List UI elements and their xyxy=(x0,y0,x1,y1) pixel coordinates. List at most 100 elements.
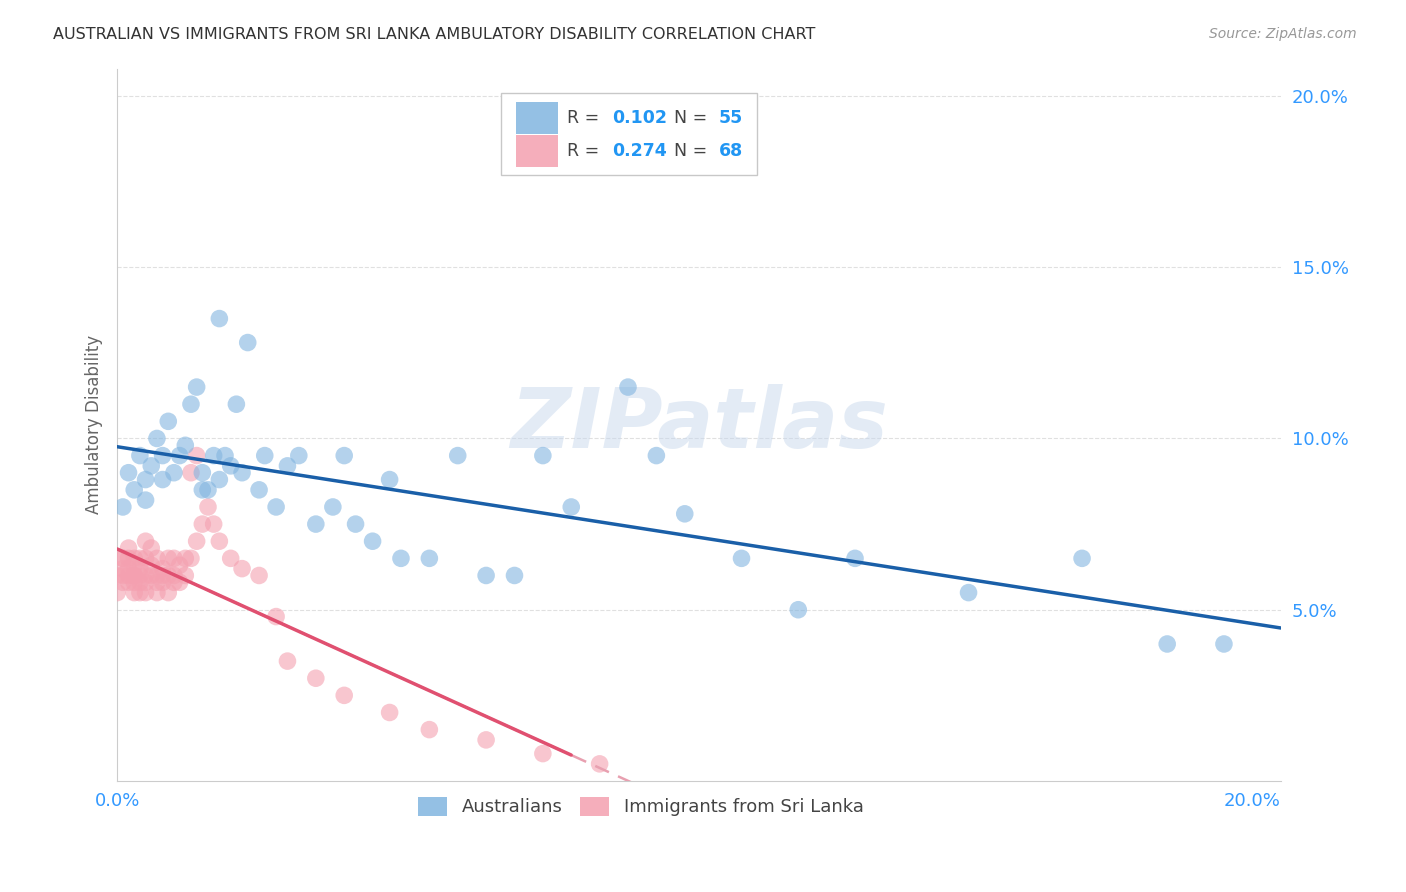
Point xyxy=(645,449,668,463)
Point xyxy=(111,551,134,566)
Point xyxy=(1156,637,1178,651)
Point xyxy=(253,449,276,463)
Point xyxy=(361,534,384,549)
Point xyxy=(157,551,180,566)
Point xyxy=(344,517,367,532)
Point xyxy=(135,551,157,566)
Point xyxy=(202,449,225,463)
Point xyxy=(157,568,180,582)
Point xyxy=(117,568,139,582)
Point xyxy=(231,561,253,575)
Point xyxy=(169,575,191,590)
Point xyxy=(588,756,610,771)
Point xyxy=(157,585,180,599)
Point xyxy=(135,568,157,582)
Point xyxy=(128,568,150,582)
Legend: Australians, Immigrants from Sri Lanka: Australians, Immigrants from Sri Lanka xyxy=(409,788,873,825)
Point xyxy=(1071,551,1094,566)
Point xyxy=(117,561,139,575)
Point xyxy=(208,311,231,326)
Point xyxy=(378,473,401,487)
Point xyxy=(163,466,186,480)
Point xyxy=(305,671,328,685)
Point xyxy=(231,466,253,480)
Point xyxy=(111,561,134,575)
Point xyxy=(214,449,236,463)
Point xyxy=(276,458,298,473)
Point xyxy=(673,507,696,521)
Point xyxy=(122,483,145,497)
Point xyxy=(152,473,174,487)
Point xyxy=(152,561,174,575)
Point xyxy=(418,723,440,737)
Point xyxy=(117,541,139,555)
Point xyxy=(186,534,208,549)
Point xyxy=(105,585,128,599)
Point xyxy=(276,654,298,668)
Point xyxy=(122,568,145,582)
Point xyxy=(844,551,866,566)
Point xyxy=(174,551,197,566)
Point xyxy=(141,541,163,555)
Point xyxy=(447,449,470,463)
Point xyxy=(389,551,412,566)
Point xyxy=(163,575,186,590)
Text: 0.102: 0.102 xyxy=(612,109,666,127)
Point xyxy=(146,551,169,566)
Text: 68: 68 xyxy=(718,142,742,160)
Text: R =: R = xyxy=(568,142,605,160)
Point xyxy=(202,517,225,532)
Point xyxy=(1213,637,1236,651)
Point xyxy=(197,500,219,514)
Text: Source: ZipAtlas.com: Source: ZipAtlas.com xyxy=(1209,27,1357,41)
Point xyxy=(135,534,157,549)
Point xyxy=(128,551,150,566)
Text: N =: N = xyxy=(662,109,713,127)
Point xyxy=(157,414,180,428)
Point xyxy=(152,449,174,463)
Point xyxy=(122,551,145,566)
Point xyxy=(174,438,197,452)
Point xyxy=(122,575,145,590)
Point xyxy=(225,397,247,411)
Point xyxy=(135,493,157,508)
FancyBboxPatch shape xyxy=(516,103,558,134)
Point xyxy=(322,500,344,514)
Point xyxy=(191,483,214,497)
Point xyxy=(219,551,242,566)
Text: 0.274: 0.274 xyxy=(612,142,666,160)
Point xyxy=(208,473,231,487)
Point xyxy=(730,551,752,566)
Text: R =: R = xyxy=(568,109,605,127)
Point xyxy=(152,568,174,582)
Point xyxy=(247,568,270,582)
Point xyxy=(105,568,128,582)
Text: N =: N = xyxy=(662,142,713,160)
Point xyxy=(197,483,219,497)
Point xyxy=(264,609,287,624)
Point xyxy=(111,575,134,590)
Point xyxy=(111,500,134,514)
Point xyxy=(475,732,498,747)
Point xyxy=(117,466,139,480)
FancyBboxPatch shape xyxy=(501,94,756,176)
Point xyxy=(503,568,526,582)
Point xyxy=(333,449,356,463)
Point xyxy=(111,551,134,566)
Point xyxy=(264,500,287,514)
FancyBboxPatch shape xyxy=(516,136,558,167)
Point xyxy=(219,458,242,473)
Point xyxy=(141,558,163,573)
Point xyxy=(305,517,328,532)
Point xyxy=(111,568,134,582)
Point xyxy=(531,747,554,761)
Text: ZIPatlas: ZIPatlas xyxy=(510,384,887,466)
Point xyxy=(146,575,169,590)
Point xyxy=(117,551,139,566)
Point xyxy=(128,575,150,590)
Point xyxy=(180,397,202,411)
Point xyxy=(128,561,150,575)
Point xyxy=(617,380,640,394)
Point xyxy=(191,517,214,532)
Point xyxy=(135,575,157,590)
